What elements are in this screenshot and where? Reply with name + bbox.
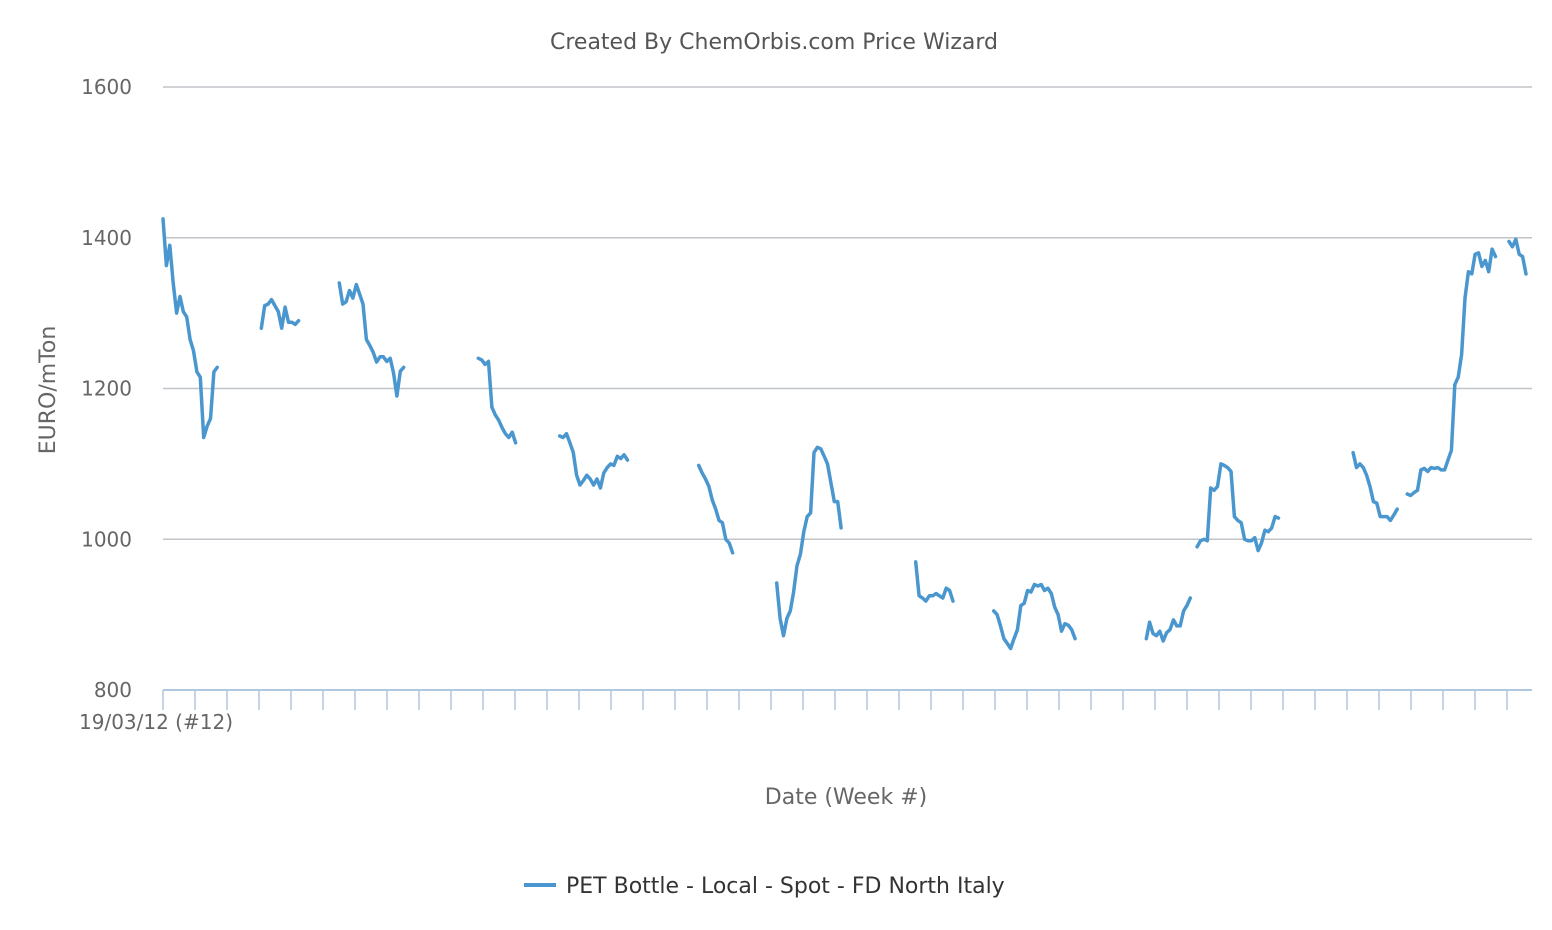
y-tick-label-1200: 1200 <box>81 377 132 401</box>
y-axis-label: EURO/mTon <box>36 326 61 455</box>
x-axis <box>162 689 1532 710</box>
y-tick-label-1000: 1000 <box>81 527 132 551</box>
series-line-segment <box>1351 450 1399 523</box>
series-line-segment <box>774 445 843 638</box>
series-line-segment <box>1144 596 1193 643</box>
series-line-segment <box>1405 247 1498 498</box>
chart-title: Created By ChemOrbis.com Price Wizard <box>550 30 998 55</box>
y-tick-label-800: 800 <box>94 678 132 702</box>
y-tick-labels: 800 1000 1200 1400 1600 <box>81 75 132 702</box>
y-tick-label-1600: 1600 <box>81 75 132 99</box>
series-line-segment <box>1507 237 1528 276</box>
legend-label: PET Bottle - Local - Spot - FD North Ita… <box>566 874 1005 899</box>
series-line-segment <box>337 281 406 398</box>
series-line-segment <box>991 582 1077 651</box>
y-tick-label-1400: 1400 <box>81 226 132 250</box>
legend[interactable]: PET Bottle - Local - Spot - FD North Ita… <box>524 874 1005 899</box>
series-line-segment <box>161 217 219 440</box>
series-line-segment <box>696 463 735 555</box>
grid-lines <box>163 86 1532 540</box>
series-line-segment <box>557 431 630 490</box>
x-axis-label: Date (Week #) <box>765 785 927 810</box>
series-pet-bottle <box>161 217 1528 651</box>
series-line-segment <box>476 356 518 445</box>
series-line-segment <box>259 297 301 330</box>
series-line-segment <box>913 560 955 603</box>
series-line-segment <box>1195 462 1281 553</box>
x-start-tick-label: 19/03/12 (#12) <box>79 710 233 734</box>
